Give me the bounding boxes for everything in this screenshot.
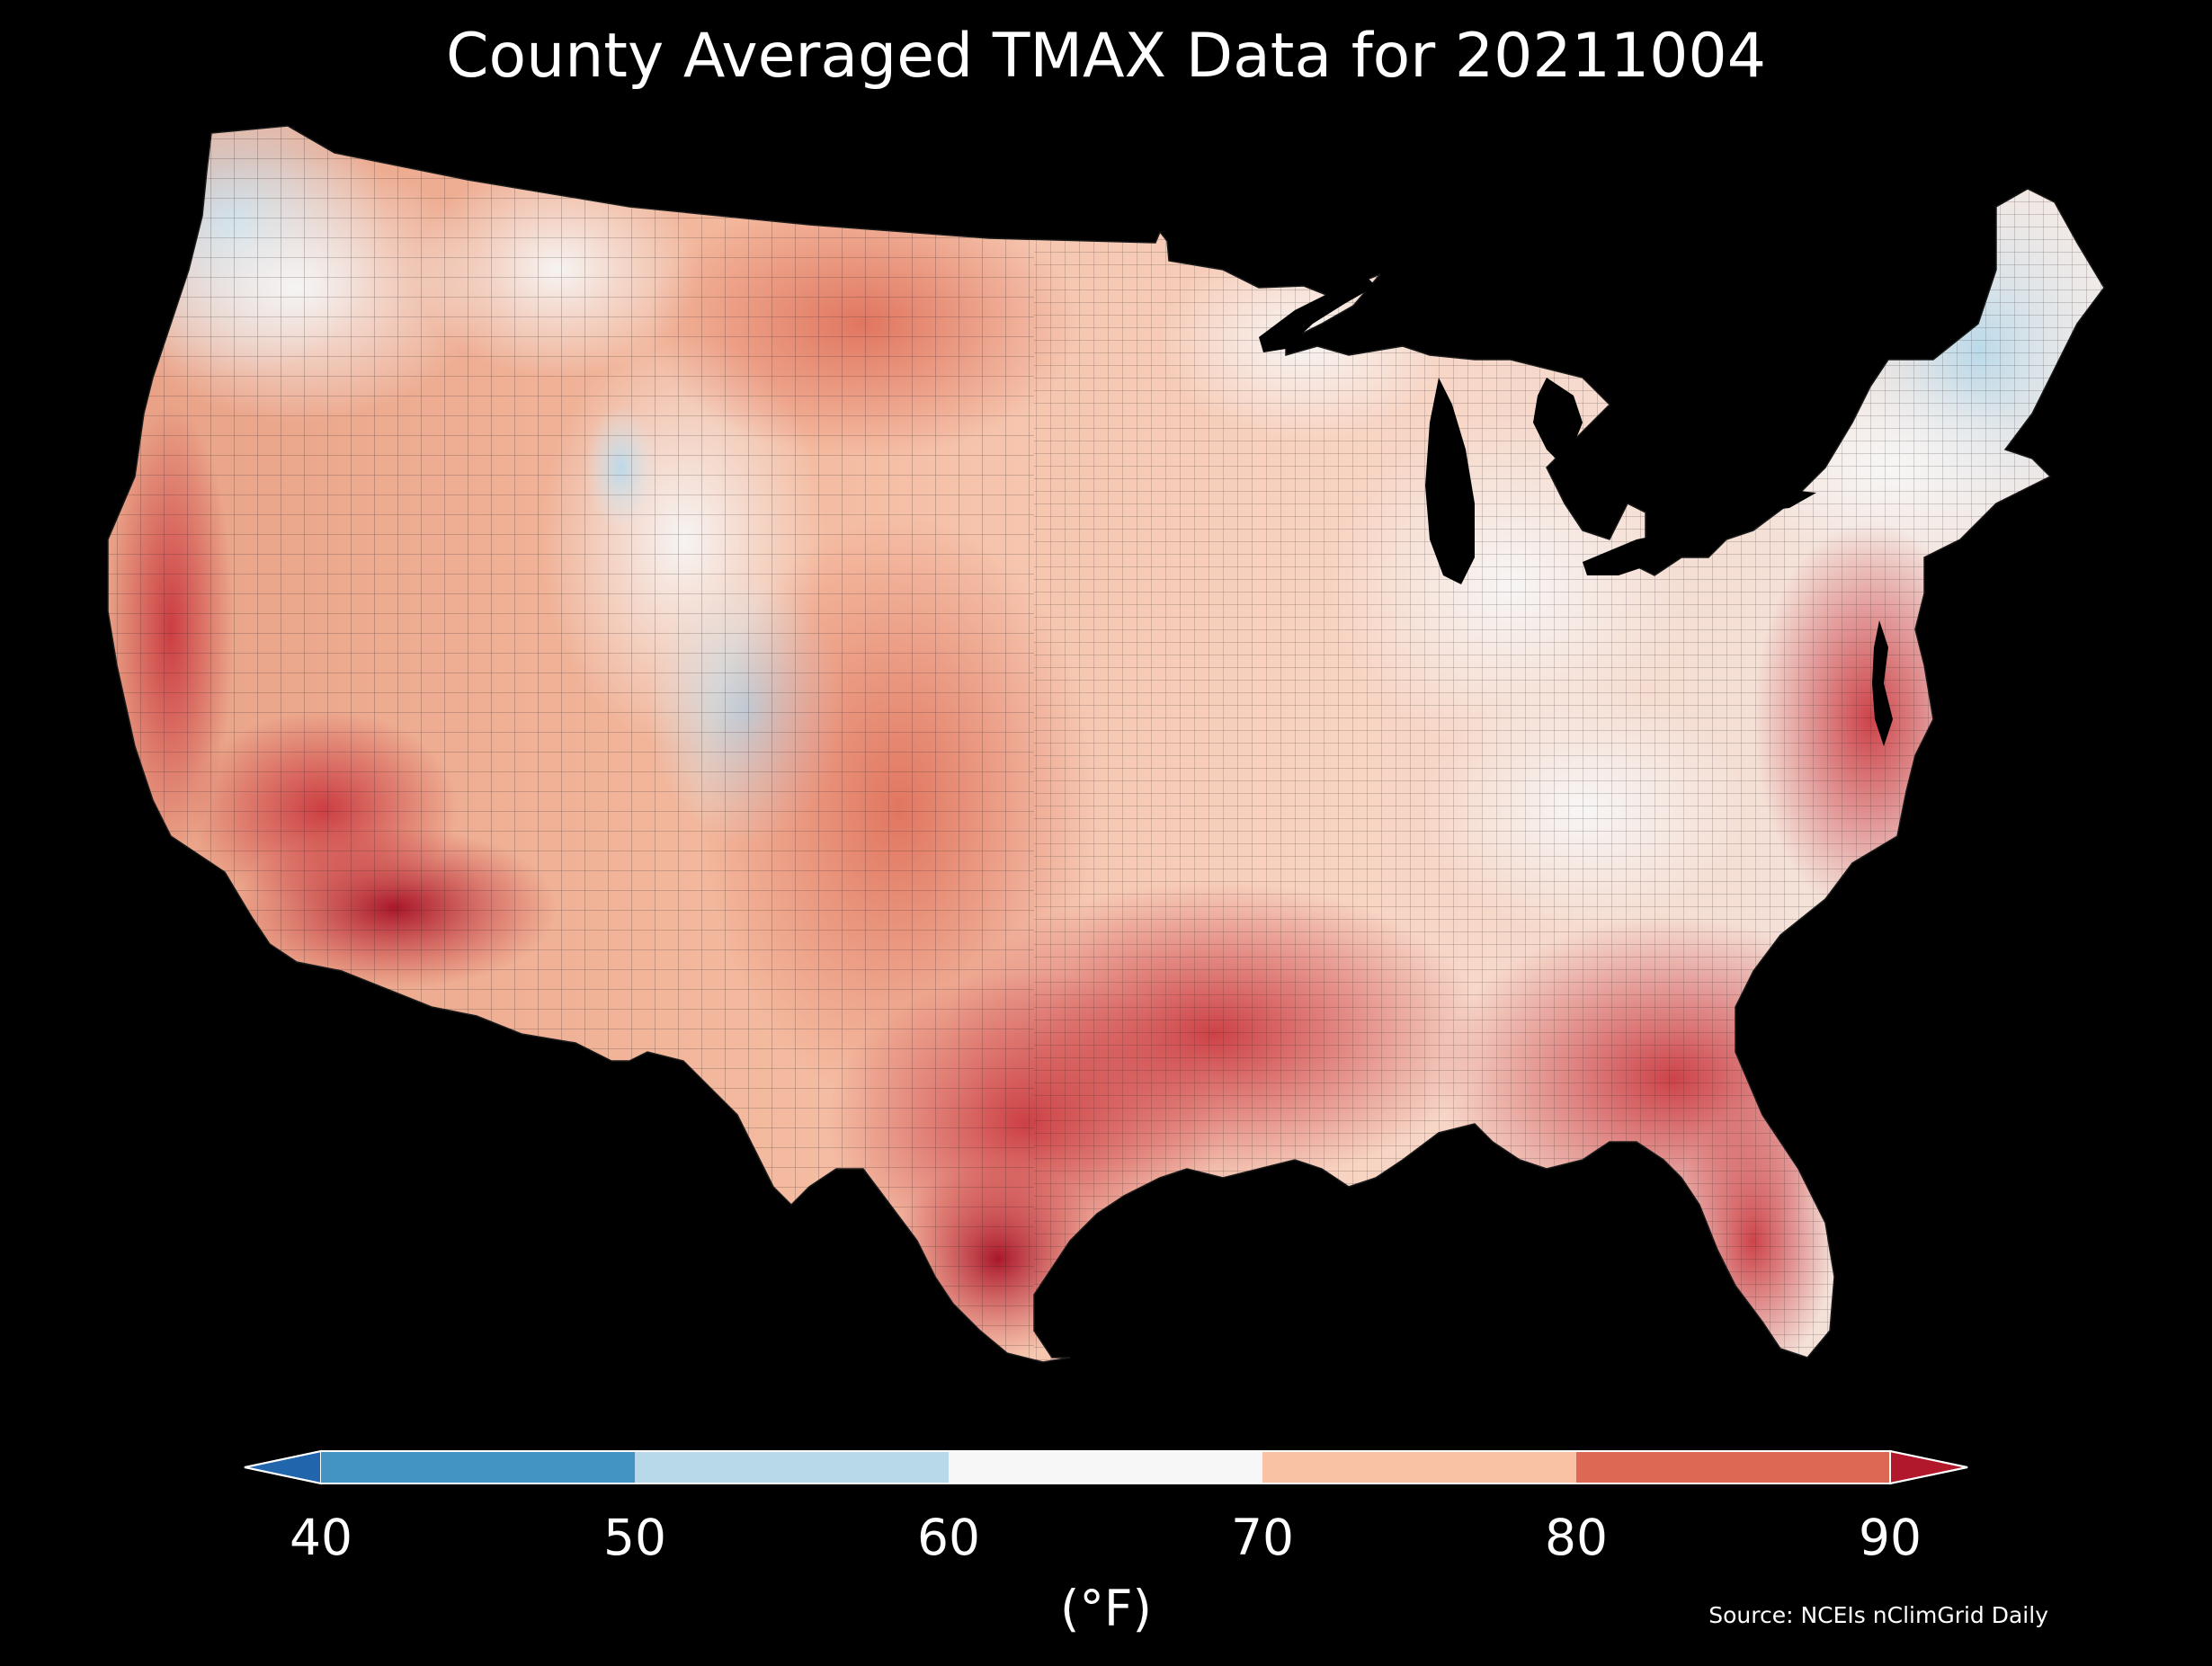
colorbar-tick-label: 80 (1545, 1509, 1608, 1566)
lake-superior (1259, 277, 1376, 352)
colorbar-tick-label: 60 (917, 1509, 980, 1566)
county-choropleth (108, 126, 2104, 1362)
colorbar (244, 1449, 1968, 1485)
lake-michigan (1425, 378, 1475, 584)
chesapeake-bay (1872, 620, 1893, 746)
colorbar-bin-40-50 (321, 1451, 635, 1483)
colorbar-bin-80-90 (1576, 1451, 1890, 1483)
colorbar-extend-high (1889, 1449, 1968, 1485)
colorbar-extend-low (244, 1449, 322, 1485)
great-lakes (1259, 277, 1816, 584)
colorbar-bin-60-70 (949, 1451, 1262, 1483)
lake-huron (1533, 378, 1583, 468)
colorbar-unit-label: (°F) (1059, 1580, 1153, 1637)
colorbar-tick-label: 90 (1859, 1509, 1922, 1566)
colorbar-bin-50-60 (635, 1451, 949, 1483)
colorbar-tick-label: 40 (290, 1509, 352, 1566)
county-borders-east (1034, 126, 2104, 1362)
colorbar-frame (244, 1450, 1968, 1484)
lake-ontario (1744, 490, 1816, 512)
page-title: County Averaged TMAX Data for 20211004 (446, 21, 1766, 92)
source-note: Source: NCEIs nClimGrid Daily (1708, 1602, 2048, 1628)
lake-erie (1583, 530, 1708, 575)
colorbar-bin-70-80 (1262, 1451, 1576, 1483)
county-borders-west (108, 126, 1034, 1362)
colorbar-tick-label: 70 (1231, 1509, 1294, 1566)
colorbar-tick-label: 50 (603, 1509, 666, 1566)
